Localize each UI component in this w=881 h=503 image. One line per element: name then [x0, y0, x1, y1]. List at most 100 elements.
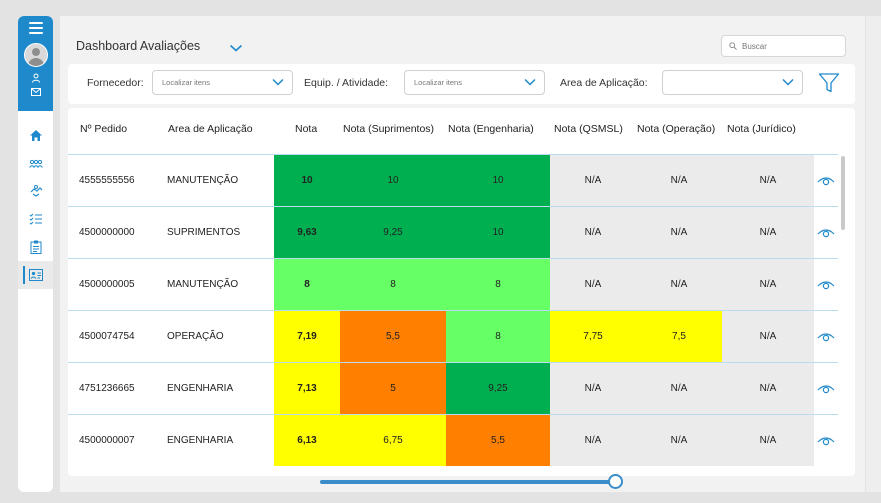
eye-icon[interactable]	[817, 175, 835, 187]
title-chevron-down-icon[interactable]	[229, 39, 243, 57]
sidebar-item-home[interactable]	[18, 121, 53, 149]
col-header-juridico[interactable]: Nota (Jurídico)	[727, 123, 796, 135]
cell-qsmsl: N/A	[550, 259, 636, 310]
table-row[interactable]: 4500000007 ENGENHARIA 6,13 6,75 5,5 N/A N/A N/A	[68, 414, 838, 466]
sidebar-item-handshake[interactable]	[18, 177, 53, 205]
area-select[interactable]	[662, 70, 803, 95]
col-header-qsmsl[interactable]: Nota (QSMSL)	[554, 123, 623, 135]
cell-nota: 6,13	[274, 415, 340, 466]
eye-icon[interactable]	[817, 227, 835, 239]
sidebar-item-checklist[interactable]	[18, 205, 53, 233]
col-header-area[interactable]: Area de Aplicação	[168, 123, 253, 135]
header: Dashboard Avaliações	[60, 16, 865, 74]
cell-nota: 8	[274, 259, 340, 310]
menu-icon[interactable]	[28, 22, 43, 34]
cell-pedido: 4555555556	[79, 175, 135, 186]
fornecedor-placeholder: Localizar itens	[162, 78, 210, 87]
col-header-operacao[interactable]: Nota (Operação)	[637, 123, 716, 135]
sidebar-item-clipboard[interactable]	[18, 233, 53, 261]
results-table: Nº Pedido Area de Aplicação Nota Nota (S…	[68, 108, 855, 476]
cell-juridico: N/A	[722, 155, 814, 206]
home-icon	[29, 129, 42, 141]
table-row[interactable]: 4500000000 SUPRIMENTOS 9,63 9,25 10 N/A N/A N/A	[68, 206, 838, 258]
cell-engenharia: 8	[446, 311, 550, 362]
cell-operacao: N/A	[636, 415, 722, 466]
cell-juridico: N/A	[722, 207, 814, 258]
table-row[interactable]: 4555555556 MANUTENÇÃO 10 10 10 N/A N/A N/A	[68, 154, 838, 206]
cell-juridico: N/A	[722, 363, 814, 414]
chevron-down-icon	[782, 78, 794, 86]
cell-juridico: N/A	[722, 415, 814, 466]
cell-qsmsl: N/A	[550, 155, 636, 206]
cell-suprimentos: 8	[340, 259, 446, 310]
cell-engenharia: 10	[446, 207, 550, 258]
id-card-icon	[28, 269, 43, 281]
col-header-nota[interactable]: Nota	[295, 123, 318, 135]
filters-bar: Fornecedor: Localizar itens Equip. / Ati…	[68, 64, 855, 104]
page-edge	[866, 16, 881, 492]
cell-qsmsl: N/A	[550, 363, 636, 414]
col-header-engenharia[interactable]: Nota (Engenharia)	[448, 123, 534, 135]
table-row[interactable]: 4500074754 OPERAÇÃO 7,19 5,5 8 7,75 7,5 N/A	[68, 310, 838, 362]
cell-nota: 10	[274, 155, 340, 206]
handshake-icon	[30, 185, 42, 197]
col-header-suprimentos[interactable]: Nota (Suprimentos)	[343, 123, 435, 135]
col-header-pedido[interactable]: Nº Pedido	[80, 123, 128, 135]
search-box[interactable]	[721, 35, 846, 57]
horizontal-scrollbar-handle[interactable]	[608, 474, 623, 489]
cell-suprimentos: 5,5	[340, 311, 446, 362]
cell-pedido: 4500000007	[79, 435, 135, 446]
table-row[interactable]: 4500000005 MANUTENÇÃO 8 8 8 N/A N/A N/A	[68, 258, 838, 310]
cell-suprimentos: 5	[340, 363, 446, 414]
clipboard-icon	[30, 240, 41, 254]
cell-juridico: N/A	[722, 311, 814, 362]
eye-icon[interactable]	[817, 383, 835, 395]
mail-icon[interactable]	[30, 86, 42, 98]
cell-suprimentos: 9,25	[340, 207, 446, 258]
cell-suprimentos: 6,75	[340, 415, 446, 466]
main-panel: Dashboard Avaliações Fornecedor: Localiz…	[60, 16, 865, 492]
table-row[interactable]: 4751236665 ENGENHARIA 7,13 5 9,25 N/A N/A N/A	[68, 362, 838, 414]
cell-area: SUPRIMENTOS	[167, 227, 241, 238]
sidebar-item-users[interactable]	[18, 149, 53, 177]
eye-icon[interactable]	[817, 279, 835, 291]
cell-nota: 7,13	[274, 363, 340, 414]
eye-icon[interactable]	[817, 435, 835, 447]
chevron-down-icon	[272, 78, 284, 86]
vertical-scrollbar[interactable]	[841, 156, 845, 230]
equip-select[interactable]: Localizar itens	[404, 70, 545, 95]
cell-nota: 7,19	[274, 311, 340, 362]
cell-pedido: 4500074754	[79, 331, 135, 342]
checklist-icon	[29, 213, 42, 225]
table-header: Nº Pedido Area de Aplicação Nota Nota (S…	[68, 108, 855, 154]
cell-suprimentos: 10	[340, 155, 446, 206]
cell-operacao: N/A	[636, 363, 722, 414]
fornecedor-select[interactable]: Localizar itens	[152, 70, 293, 95]
cell-pedido: 4500000000	[79, 227, 135, 238]
cell-area: MANUTENÇÃO	[167, 175, 239, 186]
search-input[interactable]	[742, 41, 837, 51]
filter-icon[interactable]	[818, 72, 840, 94]
cell-pedido: 4500000005	[79, 279, 135, 290]
page-title: Dashboard Avaliações	[76, 39, 201, 53]
cell-engenharia: 10	[446, 155, 550, 206]
eye-icon[interactable]	[817, 331, 835, 343]
search-icon	[729, 42, 737, 50]
cell-area: MANUTENÇÃO	[167, 279, 239, 290]
sidebar-nav	[18, 121, 53, 289]
chevron-down-icon	[524, 78, 536, 86]
sidebar-item-id-card[interactable]	[18, 261, 53, 289]
horizontal-scrollbar-track[interactable]	[320, 480, 616, 484]
avatar[interactable]	[23, 43, 48, 67]
user-icon[interactable]	[30, 72, 42, 84]
cell-qsmsl: N/A	[550, 415, 636, 466]
cell-operacao: N/A	[636, 155, 722, 206]
users-icon	[28, 159, 43, 168]
cell-area: ENGENHARIA	[167, 435, 234, 446]
cell-engenharia: 5,5	[446, 415, 550, 466]
cell-area: ENGENHARIA	[167, 383, 234, 394]
fornecedor-label: Fornecedor:	[87, 77, 144, 89]
cell-qsmsl: 7,75	[550, 311, 636, 362]
cell-pedido: 4751236665	[79, 383, 135, 394]
equip-placeholder: Localizar itens	[414, 78, 462, 87]
